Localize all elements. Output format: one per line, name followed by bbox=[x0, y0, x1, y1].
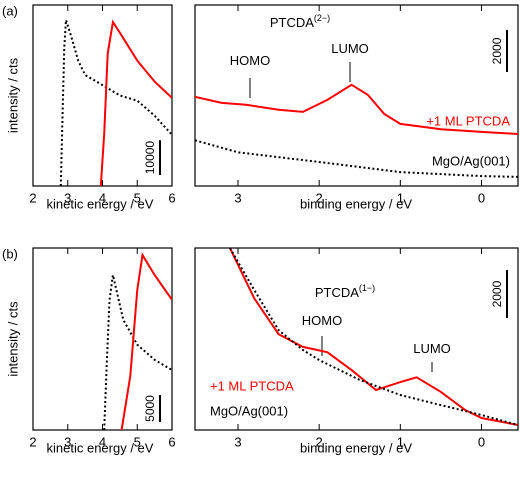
x-tick-label: 2 bbox=[29, 434, 36, 449]
annotation-text: PTCDA bbox=[315, 285, 359, 300]
data-line bbox=[228, 248, 518, 426]
x-tick-label: 6 bbox=[168, 434, 175, 449]
annotation-text: HOMO bbox=[302, 313, 342, 328]
x-tick-label: 2 bbox=[29, 190, 36, 205]
x-axis-label: kinetic energy / eV bbox=[47, 196, 154, 211]
panel-label: (b) bbox=[2, 246, 18, 261]
plot-frame bbox=[194, 4, 519, 187]
annotation-sup: (1−) bbox=[359, 283, 375, 293]
annotation-text: LUMO bbox=[413, 341, 451, 356]
panel-label: (a) bbox=[2, 3, 18, 18]
x-tick-label: 5 bbox=[134, 434, 141, 449]
scale-bar-label: 2000 bbox=[490, 37, 504, 64]
series-label: MgO/Ag(001) bbox=[210, 403, 288, 418]
annotation: LUMO bbox=[331, 41, 369, 56]
x-tick-label: 2 bbox=[316, 190, 323, 205]
x-axis-label: kinetic energy / eV bbox=[47, 440, 154, 455]
scale-bar-label: 5000 bbox=[143, 395, 157, 422]
annotation-text: HOMO bbox=[230, 53, 270, 68]
x-tick-label: 1 bbox=[397, 190, 404, 205]
x-tick-label: 3 bbox=[234, 190, 241, 205]
series-label: +1 ML PTCDA bbox=[210, 378, 294, 393]
x-tick-label: 6 bbox=[168, 190, 175, 205]
x-axis-label: binding energy / eV bbox=[300, 196, 412, 211]
x-tick-label: 0 bbox=[478, 190, 485, 205]
x-tick-label: 1 bbox=[397, 434, 404, 449]
data-line bbox=[103, 274, 172, 430]
x-tick-label: 5 bbox=[134, 190, 141, 205]
x-tick-label: 0 bbox=[478, 434, 485, 449]
scale-bar-label: 2000 bbox=[490, 280, 504, 307]
annotation: LUMO bbox=[413, 341, 451, 356]
annotation: PTCDA(2−) bbox=[270, 13, 330, 30]
y-axis-label: intensity / cts bbox=[5, 57, 20, 133]
x-axis-label: binding energy / eV bbox=[300, 440, 412, 455]
data-line bbox=[99, 19, 172, 186]
x-tick-label: 3 bbox=[234, 434, 241, 449]
x-tick-label: 3 bbox=[64, 434, 71, 449]
y-axis-label: intensity / cts bbox=[5, 301, 20, 377]
data-line bbox=[195, 83, 518, 135]
x-tick-label: 4 bbox=[99, 190, 106, 205]
annotation: HOMO bbox=[302, 313, 342, 328]
x-tick-label: 2 bbox=[316, 434, 323, 449]
annotation-text: LUMO bbox=[331, 41, 369, 56]
annotation: PTCDA(1−) bbox=[315, 283, 375, 300]
annotation-text: PTCDA bbox=[270, 15, 314, 30]
data-line bbox=[229, 248, 518, 426]
data-line bbox=[120, 252, 172, 430]
annotation-sup: (2−) bbox=[314, 13, 330, 23]
data-line bbox=[195, 139, 518, 178]
x-tick-label: 4 bbox=[99, 434, 106, 449]
x-tick-label: 3 bbox=[64, 190, 71, 205]
plot-frame bbox=[194, 247, 519, 431]
series-label: MgO/Ag(001) bbox=[432, 153, 510, 168]
series-label: +1 ML PTCDA bbox=[426, 113, 510, 128]
annotation: HOMO bbox=[230, 53, 270, 68]
data-line bbox=[59, 19, 172, 186]
scale-bar-label: 10000 bbox=[143, 141, 157, 175]
